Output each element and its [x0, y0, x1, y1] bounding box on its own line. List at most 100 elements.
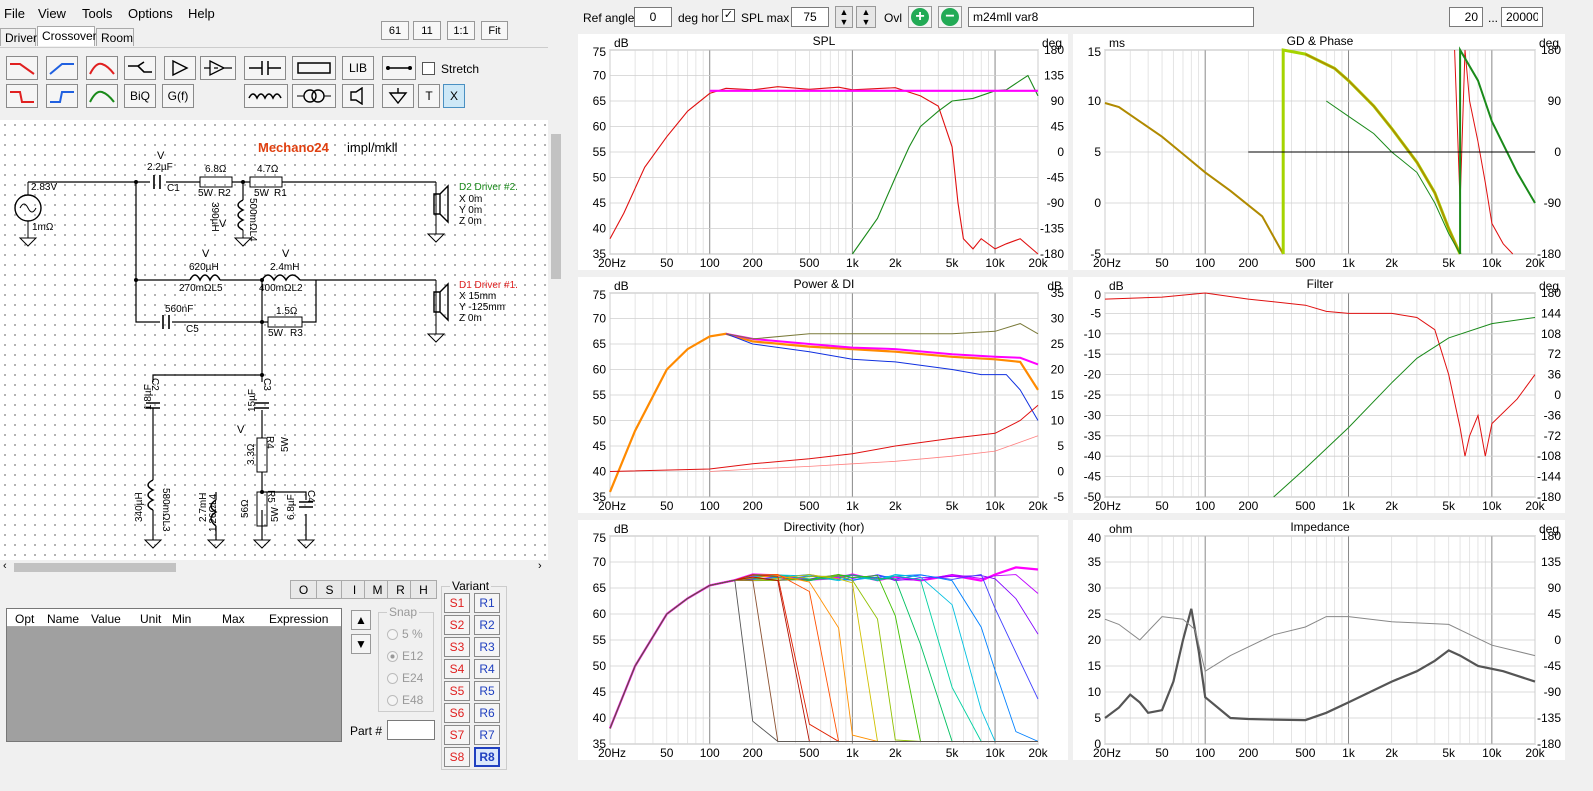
opt-s-button[interactable]: S: [316, 580, 343, 599]
gd-chart[interactable]: 15 10 5 0 -5 180 90 0 -90 -180 ms deg GD & Phase 20Hz…: [1073, 34, 1565, 270]
variant-s5-button[interactable]: S5: [444, 681, 470, 701]
col-value[interactable]: Value: [91, 612, 121, 626]
opt-h-button[interactable]: H: [410, 580, 437, 599]
move-down-button[interactable]: ▼: [351, 634, 371, 654]
tab-crossover[interactable]: Crossover: [37, 26, 97, 46]
snap-e24-radio[interactable]: E24: [387, 671, 423, 685]
col-opt[interactable]: Opt: [15, 612, 35, 626]
col-max[interactable]: Max: [222, 612, 245, 626]
overlay-name-input[interactable]: [968, 7, 1254, 27]
variant-s1-button[interactable]: S1: [444, 593, 470, 613]
spl-max-input[interactable]: [791, 7, 829, 27]
ground-button[interactable]: [382, 84, 414, 108]
probe-v1: V: [157, 150, 165, 162]
menu-options[interactable]: Options: [128, 6, 173, 21]
variant-s4-button[interactable]: S4: [444, 659, 470, 679]
library-button[interactable]: LIB: [342, 56, 374, 80]
zoom-fit-button[interactable]: Fit: [481, 21, 508, 40]
vertical-scroll-thumb[interactable]: [551, 134, 561, 279]
inductor-button[interactable]: [244, 84, 288, 108]
variant-r3-button[interactable]: R3: [474, 637, 500, 657]
bandpass-1-button[interactable]: [86, 56, 118, 80]
x-button[interactable]: X: [443, 84, 465, 108]
power-chart[interactable]: 75 70 65 60 55 50 45 40 35 35 30 25 20 15 10 5 0 -5 dB dB Po…: [578, 277, 1068, 513]
variant-s2-button[interactable]: S2: [444, 615, 470, 635]
amplifier-button[interactable]: [164, 56, 196, 80]
buffer-button[interactable]: [200, 56, 236, 80]
overlay-remove-button[interactable]: −: [938, 6, 962, 28]
variant-s7-button[interactable]: S7: [444, 725, 470, 745]
variant-s8-button[interactable]: S8: [444, 747, 470, 767]
col-expression[interactable]: Expression: [269, 612, 329, 626]
horizontal-scroll-thumb[interactable]: [14, 563, 176, 572]
opt-m-button[interactable]: M: [364, 580, 391, 599]
impedance-chart[interactable]: 40 35 30 25 20 15 10 5 0 180 135 90 45 0 -45 -90 -135 -18…: [1073, 520, 1565, 760]
ref-angle-input[interactable]: [634, 7, 672, 27]
tab-drivers[interactable]: Drivers: [0, 28, 43, 46]
transformer-button[interactable]: [292, 84, 336, 108]
variant-r4-button[interactable]: R4: [474, 659, 500, 679]
spl-chart[interactable]: 75 70 65 60 55 50 45 40 35 180 135 90 45 0 -45 -90 -135 -…: [578, 34, 1068, 270]
menu-bar: File View Tools Options Help: [0, 0, 575, 26]
biquad-button[interactable]: BiQ: [124, 84, 156, 108]
snap-e48-radio[interactable]: E48: [387, 693, 423, 707]
col-name[interactable]: Name: [47, 612, 80, 626]
horizontal-scrollbar[interactable]: ‹ ›: [0, 560, 548, 574]
variant-s3-button[interactable]: S3: [444, 637, 470, 657]
overlay-add-button[interactable]: +: [908, 6, 932, 28]
driver1-y: Y -125mm: [459, 302, 505, 313]
spl-right-unit: deg: [1042, 36, 1062, 50]
highpass-1-button[interactable]: [46, 56, 78, 80]
variant-r1-button[interactable]: R1: [474, 593, 500, 613]
scroll-right-icon[interactable]: ›: [538, 560, 542, 572]
zoom-61-button[interactable]: 61: [381, 21, 409, 40]
freq-max-input[interactable]: [1501, 7, 1543, 27]
bandpass-2-button[interactable]: [86, 84, 118, 108]
schematic-canvas[interactable]: Mechano24 impl/mkll 2.83V 1mΩ 2.2µF C1 6…: [0, 120, 548, 560]
part-input[interactable]: [387, 720, 435, 740]
menu-view[interactable]: View: [38, 6, 66, 21]
speaker-button[interactable]: [342, 84, 374, 108]
variant-r7-button[interactable]: R7: [474, 725, 500, 745]
menu-help[interactable]: Help: [188, 6, 215, 21]
transfer-function-button[interactable]: G(f): [162, 84, 194, 108]
vertical-scrollbar[interactable]: [548, 120, 564, 560]
resistor-button[interactable]: [292, 56, 336, 80]
optimizer-table[interactable]: Opt Name Value Unit Min Max Expression: [6, 608, 342, 742]
wire-button[interactable]: [382, 56, 416, 80]
gd-xtick: 200: [1238, 256, 1258, 270]
col-min[interactable]: Min: [172, 612, 192, 626]
menu-tools[interactable]: Tools: [82, 6, 113, 21]
spl-max-checkbox[interactable]: ✓: [722, 9, 735, 22]
filter-chart[interactable]: 0 -5 -10 -15 -20 -25 -30 -35 -40 -45 -50 180 144 108 7…: [1073, 277, 1565, 513]
spl-auto-button[interactable]: ▲ ▼: [856, 6, 876, 28]
highpass-2-button[interactable]: [46, 84, 78, 108]
gd-ytick-left: 5: [1094, 145, 1101, 159]
snap-e12-radio[interactable]: E12: [387, 649, 423, 663]
shelf-button[interactable]: [124, 56, 156, 80]
gd-left-unit: ms: [1109, 36, 1125, 50]
variant-r2-button[interactable]: R2: [474, 615, 500, 635]
variant-r6-button[interactable]: R6: [474, 703, 500, 723]
zoom-1to1-button[interactable]: 1:1: [447, 21, 475, 40]
opt-o-button[interactable]: O: [290, 580, 317, 599]
scroll-left-icon[interactable]: ‹: [3, 560, 7, 572]
stretch-checkbox[interactable]: [422, 62, 435, 75]
freq-min-input[interactable]: [1449, 7, 1483, 27]
lowpass-1-button[interactable]: [6, 56, 38, 80]
spl-spin-button[interactable]: ▲ ▼: [835, 6, 853, 28]
snap-5pct-radio[interactable]: 5 %: [387, 627, 423, 641]
capacitor-button[interactable]: [244, 56, 286, 80]
col-unit[interactable]: Unit: [140, 612, 162, 626]
variant-r8-button[interactable]: R8: [474, 747, 500, 767]
tab-room[interactable]: Room: [96, 28, 134, 46]
variant-r5-button[interactable]: R5: [474, 681, 500, 701]
lowpass-2-button[interactable]: [6, 84, 38, 108]
t-button[interactable]: T: [418, 84, 440, 108]
variant-label: Variant: [450, 579, 492, 593]
directivity-chart[interactable]: 75 70 65 60 55 50 45 40 35 dB Directivity (hor) 20H…: [578, 520, 1068, 760]
menu-file[interactable]: File: [4, 6, 25, 21]
zoom-11-button[interactable]: 11: [413, 21, 441, 40]
move-up-button[interactable]: ▲: [351, 610, 371, 630]
variant-s6-button[interactable]: S6: [444, 703, 470, 723]
